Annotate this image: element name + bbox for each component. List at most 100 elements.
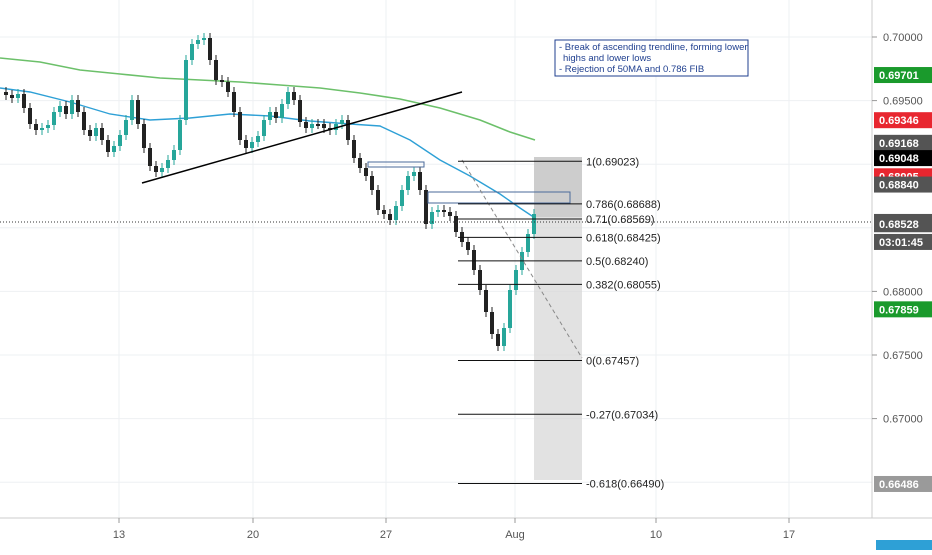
- candle: [430, 207, 434, 229]
- candle: [106, 135, 110, 157]
- countdown-tag: 03:01:45: [874, 233, 932, 250]
- candle-body: [346, 120, 350, 140]
- candle: [352, 135, 356, 163]
- candle: [232, 87, 236, 117]
- candle-body: [94, 128, 98, 136]
- candle: [370, 171, 374, 195]
- price-tag-label: 0.66486: [879, 479, 919, 491]
- candle-body: [16, 94, 20, 98]
- candle-body: [52, 112, 56, 125]
- candle-body: [46, 125, 50, 128]
- candle-body: [394, 206, 398, 220]
- candle: [412, 167, 416, 181]
- fib-level-label: 0.618(0.68425): [586, 232, 661, 244]
- fib-zone-lower: [534, 217, 582, 480]
- candle: [88, 125, 92, 141]
- candle: [52, 107, 56, 130]
- candle-body: [508, 290, 512, 328]
- candle: [418, 167, 422, 195]
- price-tag-bg: [874, 475, 932, 492]
- candle: [436, 205, 440, 217]
- candle-body: [262, 120, 266, 136]
- price-tick-label: 0.68000: [883, 286, 923, 298]
- candle-body: [100, 128, 104, 140]
- candle: [262, 115, 266, 141]
- price-tags: 0.697010.693460.691680.690480.689050.688…: [874, 67, 932, 492]
- date-axis[interactable]: 13 20 27 Aug 10 17: [113, 518, 795, 541]
- candle: [70, 95, 74, 119]
- candle: [466, 237, 470, 255]
- candle-body: [190, 44, 194, 60]
- candle-body: [292, 92, 296, 100]
- candle: [274, 107, 278, 123]
- candle: [472, 245, 476, 275]
- candle: [292, 87, 296, 105]
- annotation-note[interactable]: - Break of ascending trendline, forming …: [554, 39, 749, 77]
- candle-body: [10, 95, 14, 98]
- price-tick-label: 0.67000: [883, 414, 923, 426]
- price-tag: 0.69346: [874, 112, 932, 129]
- candle-body: [142, 124, 146, 148]
- price-tag: 0.67859: [874, 301, 932, 318]
- candle-body: [58, 106, 62, 112]
- candle-body: [106, 140, 110, 152]
- candle-body: [184, 60, 188, 120]
- candle: [208, 33, 212, 65]
- ascending-trendline: [141, 91, 463, 184]
- fib-zone-upper: [534, 157, 582, 217]
- price-axis[interactable]: 0.70000 0.69500 0.68000 0.67500 0.67000: [872, 32, 923, 426]
- candle: [532, 209, 536, 239]
- ma200-line: [0, 57, 536, 141]
- fib-level-label: 0.786(0.68688): [586, 199, 661, 211]
- candle-body: [214, 60, 218, 80]
- candle: [220, 75, 224, 87]
- candle-body: [64, 106, 68, 114]
- candle-body: [280, 104, 284, 118]
- candle: [496, 329, 500, 351]
- candle-body: [112, 146, 116, 152]
- candle-body: [256, 136, 260, 142]
- candle-body: [298, 100, 302, 122]
- candle-body: [172, 150, 176, 160]
- candle: [184, 55, 188, 125]
- fib-retracement[interactable]: 1(0.69023) 0.786(0.68688) 0.71(0.68569) 0.6…: [458, 156, 664, 490]
- candle-body: [532, 214, 536, 234]
- candle-body: [88, 130, 92, 136]
- date-tick-label: 17: [783, 529, 795, 541]
- candle-body: [250, 142, 254, 148]
- candle: [286, 87, 290, 109]
- price-tag-label: 0.68528: [879, 219, 919, 231]
- candle-body: [478, 270, 482, 290]
- resistance-box-1: [367, 161, 425, 168]
- candle-body: [136, 100, 140, 124]
- candle-body: [28, 108, 32, 124]
- candle-body: [418, 172, 422, 190]
- candle: [94, 123, 98, 141]
- candle: [502, 323, 506, 351]
- candle-body: [490, 312, 494, 334]
- candle: [316, 119, 320, 129]
- price-tag-bg: [874, 301, 932, 318]
- candle-body: [442, 210, 446, 212]
- candle: [298, 95, 302, 127]
- ma50-line: [0, 87, 536, 219]
- candle-body: [496, 334, 500, 346]
- annotation-line-1: - Break of ascending trendline, forming …: [559, 42, 748, 53]
- date-tick-label: 27: [380, 529, 392, 541]
- candle-body: [352, 140, 356, 158]
- candle: [484, 285, 488, 317]
- candle-body: [448, 212, 452, 216]
- candle: [388, 209, 392, 225]
- candle: [130, 95, 134, 125]
- candle-body: [370, 176, 374, 190]
- candle-body: [412, 172, 416, 176]
- price-tag-label: 0.68840: [879, 180, 919, 192]
- candle: [142, 119, 146, 153]
- candle-body: [34, 124, 38, 130]
- candle-body: [286, 92, 290, 104]
- candle: [22, 89, 26, 113]
- price-tag-bg: [874, 134, 932, 151]
- candle-body: [274, 112, 278, 118]
